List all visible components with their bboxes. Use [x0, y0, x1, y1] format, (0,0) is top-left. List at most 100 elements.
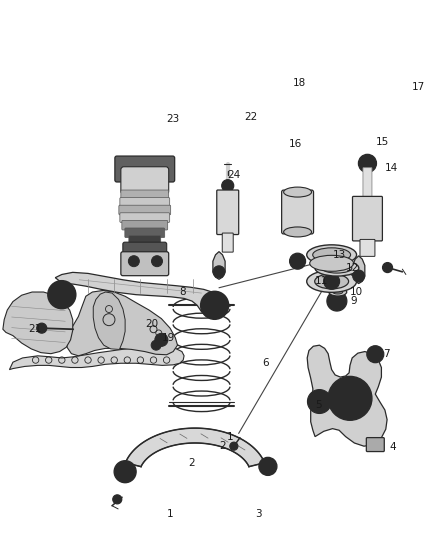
Ellipse shape: [284, 227, 311, 237]
Polygon shape: [93, 292, 125, 350]
FancyBboxPatch shape: [121, 167, 169, 194]
Text: 2: 2: [219, 441, 226, 451]
Text: 16: 16: [289, 139, 302, 149]
Text: 12: 12: [346, 263, 359, 273]
Circle shape: [114, 461, 136, 483]
Circle shape: [54, 287, 70, 303]
FancyBboxPatch shape: [122, 220, 168, 230]
Text: 11: 11: [315, 277, 328, 286]
Text: 14: 14: [385, 163, 398, 173]
Ellipse shape: [284, 187, 311, 197]
Ellipse shape: [307, 270, 357, 293]
Polygon shape: [125, 428, 265, 466]
Circle shape: [290, 253, 306, 269]
Text: 1: 1: [227, 432, 233, 442]
Circle shape: [48, 281, 76, 309]
Text: 1: 1: [166, 508, 173, 519]
Circle shape: [363, 158, 372, 168]
Circle shape: [341, 379, 347, 386]
FancyBboxPatch shape: [123, 242, 167, 264]
Text: 18: 18: [292, 78, 306, 88]
Text: 10: 10: [350, 287, 363, 297]
Circle shape: [152, 256, 162, 266]
Text: 9: 9: [350, 296, 357, 306]
Text: 3: 3: [255, 508, 261, 519]
Circle shape: [230, 442, 238, 450]
Circle shape: [343, 391, 357, 405]
Circle shape: [334, 298, 339, 304]
Polygon shape: [10, 345, 184, 369]
Text: 19: 19: [162, 333, 176, 343]
Circle shape: [201, 292, 229, 319]
Polygon shape: [353, 256, 365, 284]
FancyBboxPatch shape: [353, 196, 382, 241]
Circle shape: [371, 350, 379, 358]
Circle shape: [113, 495, 122, 504]
Text: 15: 15: [376, 136, 389, 147]
Circle shape: [264, 463, 272, 471]
Text: 20: 20: [145, 319, 158, 329]
Text: 6: 6: [262, 358, 268, 368]
Circle shape: [120, 467, 130, 477]
Circle shape: [328, 376, 372, 421]
Circle shape: [327, 291, 347, 311]
FancyBboxPatch shape: [363, 168, 372, 198]
Circle shape: [335, 383, 365, 413]
Text: 13: 13: [332, 250, 346, 260]
Circle shape: [307, 390, 332, 414]
Circle shape: [353, 411, 359, 417]
Polygon shape: [52, 272, 223, 317]
Polygon shape: [213, 252, 225, 279]
Circle shape: [341, 411, 347, 417]
FancyBboxPatch shape: [120, 198, 170, 207]
FancyBboxPatch shape: [125, 228, 165, 238]
Circle shape: [155, 333, 168, 346]
Polygon shape: [67, 290, 177, 356]
Circle shape: [359, 395, 365, 401]
Text: 23: 23: [166, 114, 180, 124]
Text: 4: 4: [389, 442, 396, 452]
Ellipse shape: [313, 248, 350, 262]
Text: 22: 22: [244, 111, 258, 122]
Circle shape: [335, 395, 341, 401]
FancyBboxPatch shape: [282, 190, 314, 234]
Circle shape: [353, 379, 359, 386]
Ellipse shape: [307, 245, 357, 265]
Ellipse shape: [314, 274, 349, 289]
Circle shape: [293, 257, 302, 265]
Circle shape: [151, 340, 161, 350]
Circle shape: [382, 263, 392, 272]
Text: 21: 21: [28, 324, 41, 334]
Text: 7: 7: [383, 349, 390, 359]
Circle shape: [367, 346, 384, 362]
Ellipse shape: [333, 290, 343, 294]
Text: 8: 8: [179, 287, 185, 297]
Circle shape: [332, 296, 342, 306]
Circle shape: [324, 273, 339, 289]
Text: 2: 2: [188, 458, 195, 468]
FancyBboxPatch shape: [119, 205, 171, 215]
Circle shape: [37, 323, 47, 333]
Ellipse shape: [329, 288, 347, 296]
FancyBboxPatch shape: [121, 252, 169, 276]
Circle shape: [213, 266, 225, 278]
FancyBboxPatch shape: [366, 438, 384, 451]
Circle shape: [259, 457, 277, 475]
Text: 17: 17: [412, 82, 425, 92]
FancyBboxPatch shape: [129, 236, 161, 245]
Circle shape: [358, 155, 376, 172]
Polygon shape: [3, 292, 73, 354]
Ellipse shape: [315, 260, 359, 276]
Circle shape: [208, 298, 222, 312]
FancyBboxPatch shape: [360, 239, 375, 256]
FancyBboxPatch shape: [217, 190, 239, 235]
Circle shape: [58, 290, 66, 298]
Text: 5: 5: [315, 400, 321, 410]
FancyBboxPatch shape: [121, 190, 169, 199]
Polygon shape: [307, 345, 387, 446]
FancyBboxPatch shape: [115, 156, 175, 182]
Ellipse shape: [310, 255, 353, 271]
Circle shape: [222, 180, 234, 192]
Circle shape: [128, 256, 139, 266]
FancyBboxPatch shape: [120, 213, 170, 222]
